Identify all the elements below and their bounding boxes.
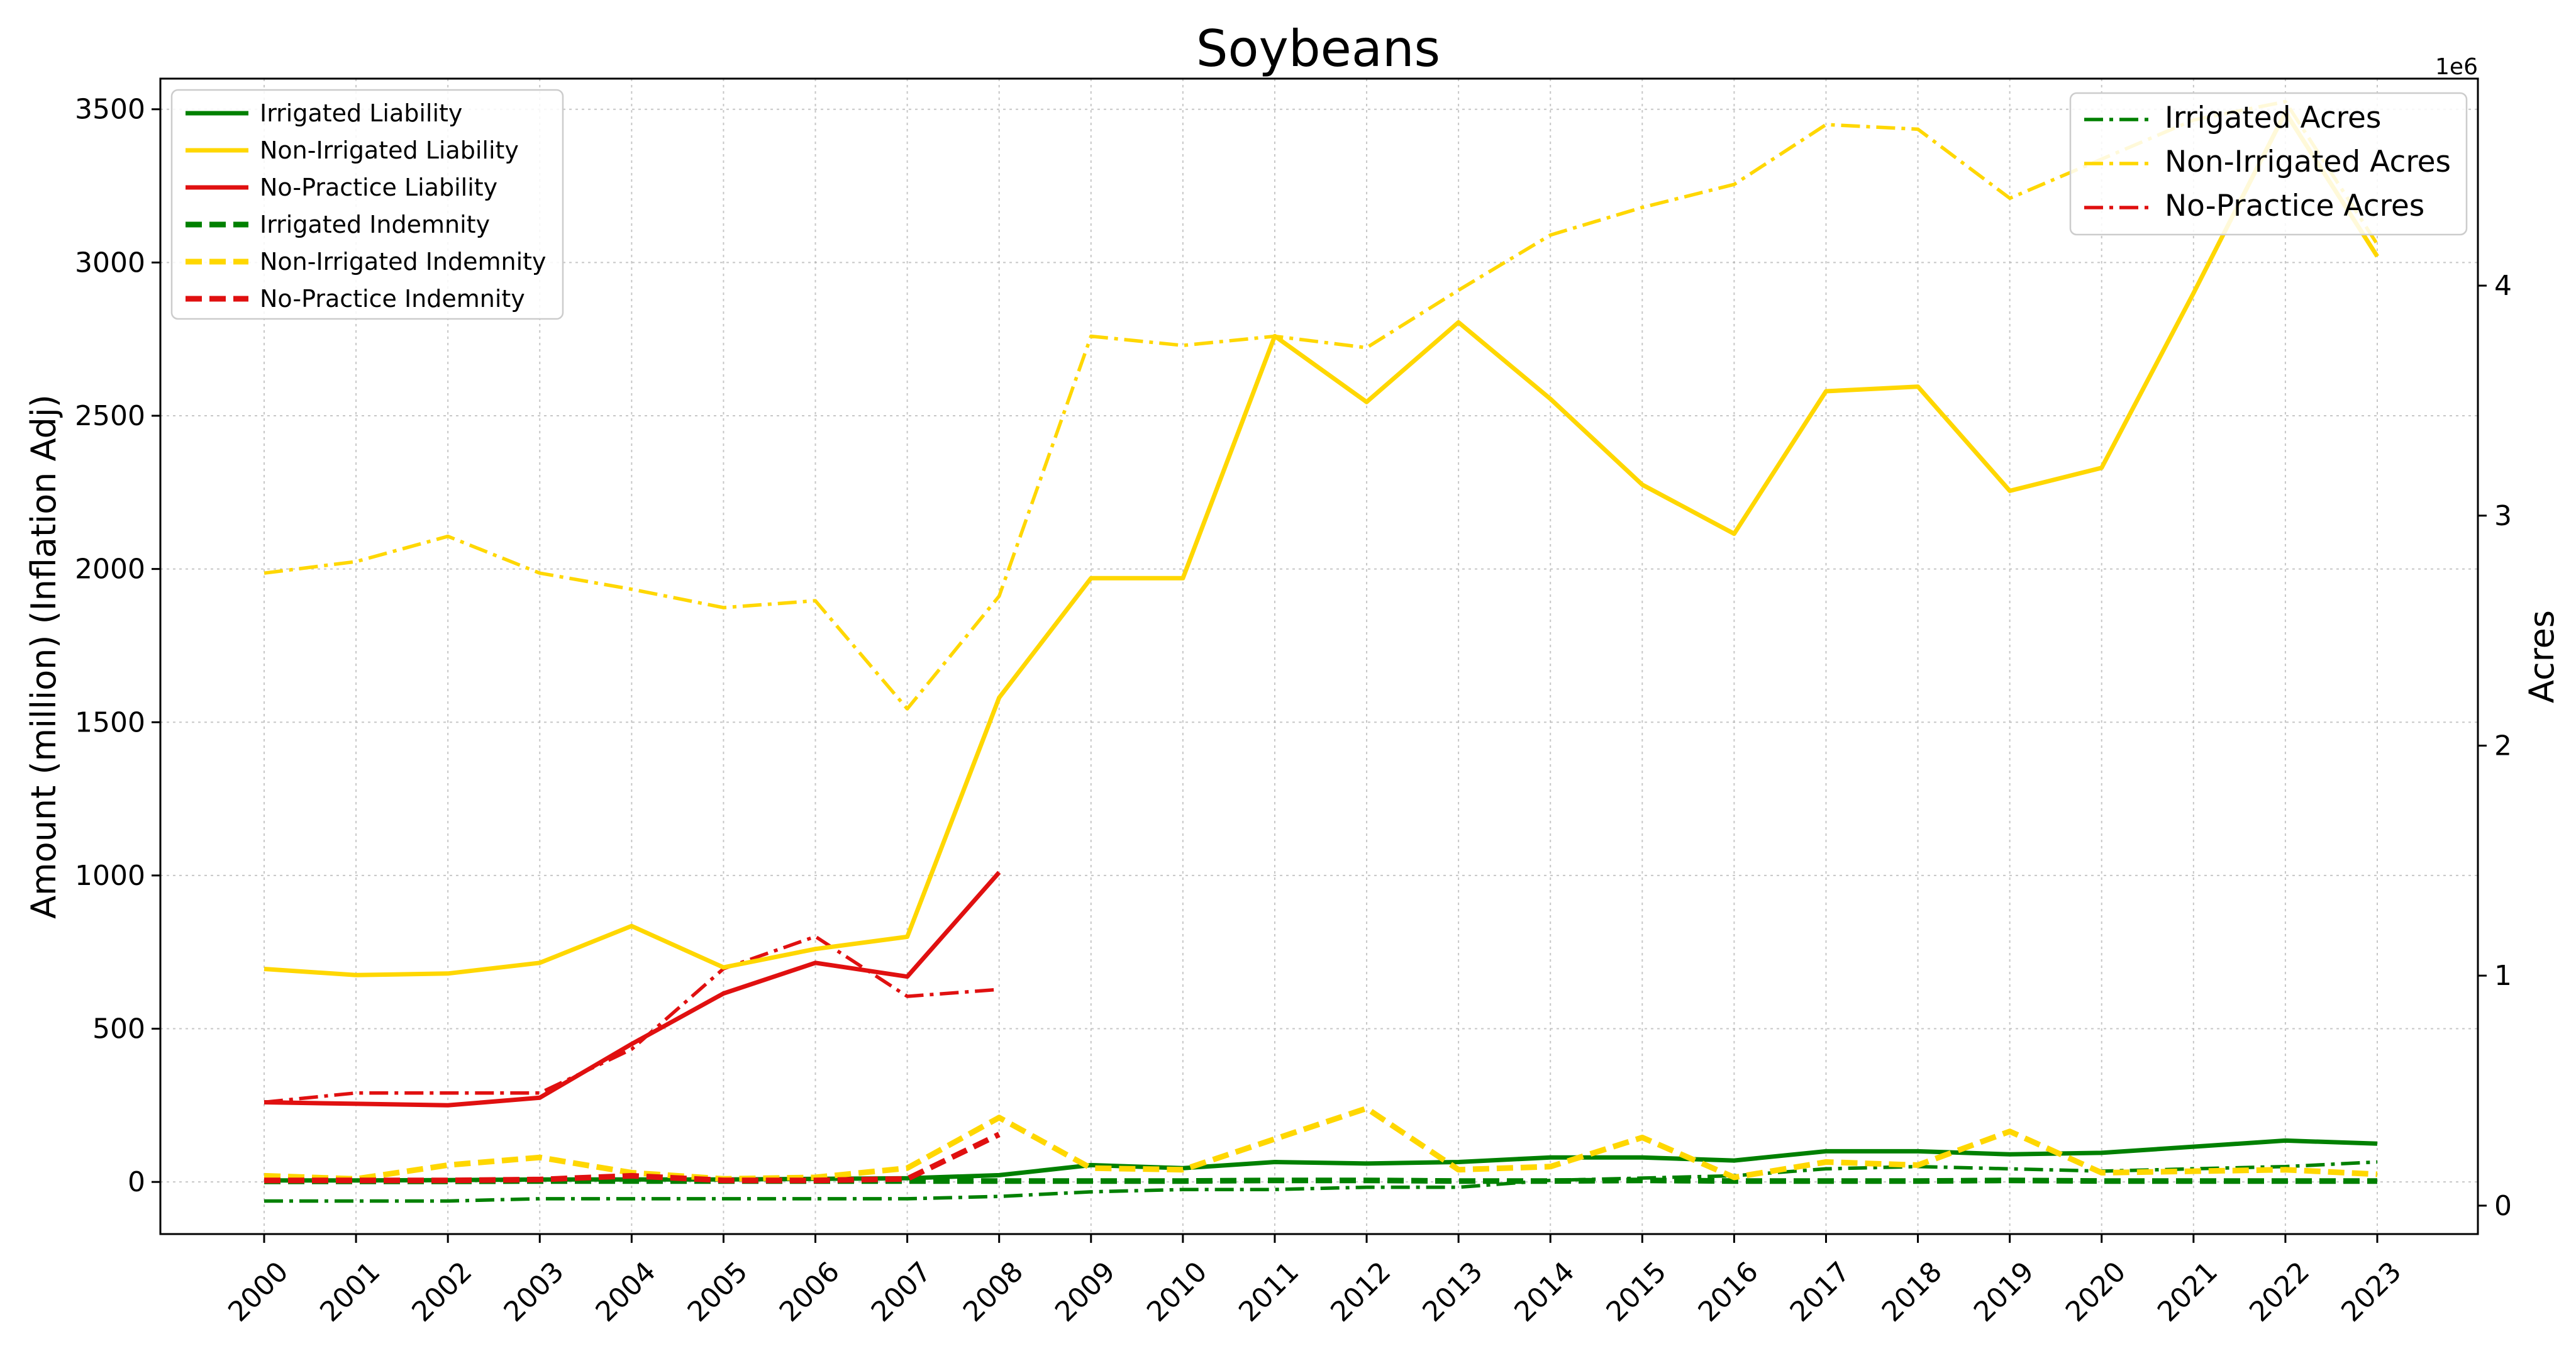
legend-label-no-practice-indemnity: No-Practice Indemnity: [260, 285, 525, 313]
y-right-tick-label-4: 4: [2494, 270, 2512, 302]
y-left-tick-label-0: 0: [128, 1166, 145, 1198]
y-left-tick-label-3500: 3500: [75, 94, 145, 126]
legend-label-irrigated-acres: Irrigated Acres: [2165, 101, 2381, 135]
y-right-tick-label-2: 2: [2494, 730, 2512, 762]
y-right-tick-label-1: 1: [2494, 960, 2512, 992]
legend-label-no-practice-acres: No-Practice Acres: [2165, 189, 2424, 223]
right-axis-multiplier: 1e6: [2435, 54, 2478, 80]
legend-right: Irrigated Acres Non-Irrigated Acres No-Pra…: [2070, 93, 2467, 235]
y-right-tick-label-0: 0: [2494, 1190, 2512, 1222]
legend-label-non-irrigated-indemnity: Non-Irrigated Indemnity: [260, 248, 547, 275]
y-left-tick-label-500: 500: [92, 1013, 145, 1045]
y-axis-right-label: Acres: [2522, 610, 2562, 703]
legend-label-irrigated-indemnity: Irrigated Indemnity: [260, 211, 490, 238]
chart-title: Soybeans: [1196, 19, 1440, 78]
y-left-tick-label-2500: 2500: [75, 400, 145, 432]
y-left-tick-label-1500: 1500: [75, 706, 145, 738]
y-right-tick-label-3: 3: [2494, 500, 2512, 532]
legend-label-non-irrigated-liability: Non-Irrigated Liability: [260, 136, 519, 164]
legend-label-non-irrigated-acres: Non-Irrigated Acres: [2165, 145, 2451, 179]
legend-label-no-practice-liability: No-Practice Liability: [260, 174, 497, 201]
y-left-tick-label-2000: 2000: [75, 553, 145, 586]
legend-left: Irrigated Liability Non-Irrigated Liabili…: [172, 90, 563, 319]
y-left-tick-label-3000: 3000: [75, 247, 145, 279]
legend-label-irrigated-liability: Irrigated Liability: [260, 99, 462, 127]
y-left-tick-label-1000: 1000: [75, 860, 145, 892]
y-axis-left-label: Amount (million) (Inflation Adj): [24, 394, 64, 919]
